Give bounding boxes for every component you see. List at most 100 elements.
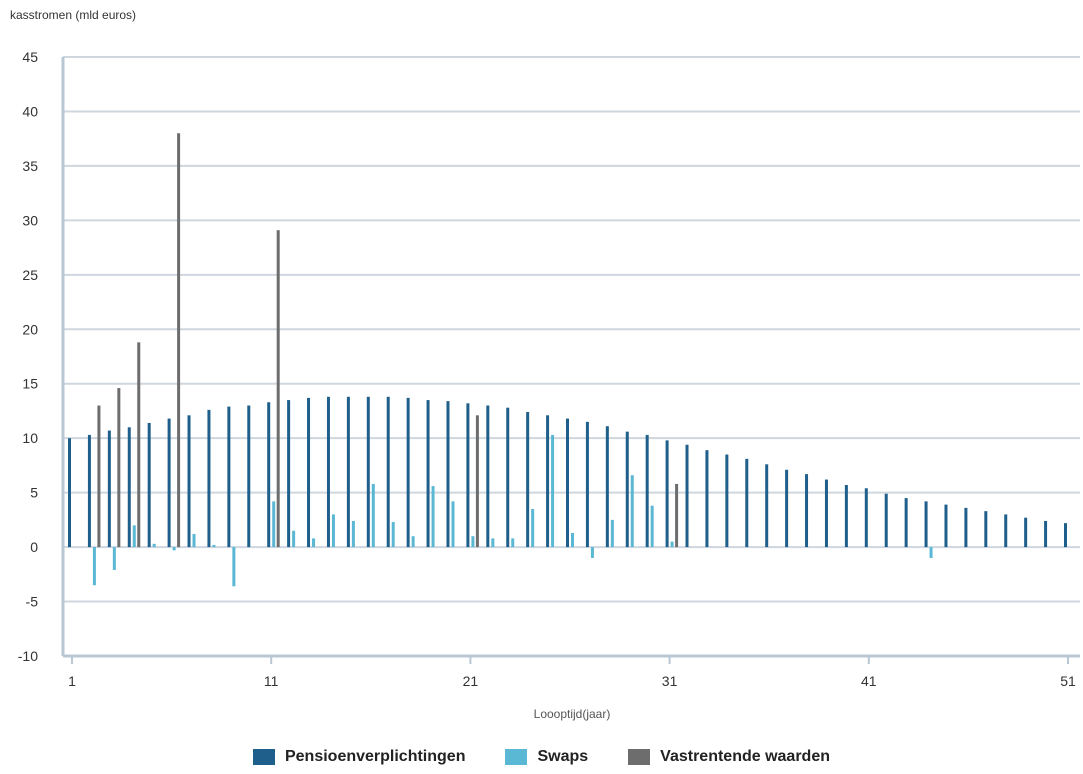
bar-swaps xyxy=(431,486,435,548)
bar-pensioenverplichtingen xyxy=(864,488,868,548)
bar-pensioenverplichtingen xyxy=(346,396,350,548)
bar-pensioenverplichtingen xyxy=(645,434,649,548)
bar-swaps xyxy=(351,520,355,548)
bar-pensioenverplichtingen xyxy=(884,493,888,548)
bar-pensioenverplichtingen xyxy=(745,458,749,548)
legend-item: Pensioenverplichtingen xyxy=(252,748,466,766)
axes xyxy=(61,57,1080,658)
y-tick-label: 0 xyxy=(30,539,38,555)
bar-pensioenverplichtingen xyxy=(426,400,430,548)
bar-pensioenverplichtingen xyxy=(585,421,589,548)
bar-pensioenverplichtingen xyxy=(625,431,629,548)
x-tick-label: 31 xyxy=(662,673,678,689)
y-tick-labels: -10 -5 0 5 10 15 20 25 30 35 40 45 xyxy=(18,49,38,664)
bar-swaps xyxy=(590,547,594,558)
bar-swaps xyxy=(212,544,216,548)
bar-pensioenverplichtingen xyxy=(167,418,171,548)
bar-pensioenverplichtingen xyxy=(307,397,311,548)
bar-swaps xyxy=(172,547,176,551)
legend-label: Swaps xyxy=(537,748,589,765)
bar-swaps xyxy=(272,501,276,548)
bar-swaps xyxy=(471,536,475,548)
bar-swaps xyxy=(331,514,335,548)
bar-pensioenverplichtingen xyxy=(446,401,450,548)
bar-pensioenverplichtingen xyxy=(1004,514,1008,548)
x-tick-label: 11 xyxy=(264,673,279,689)
bar-pensioenverplichtingen xyxy=(605,426,609,548)
bar-swaps xyxy=(571,532,574,548)
bar-vastrentende-waarden xyxy=(675,483,679,548)
bar-swaps xyxy=(670,541,674,548)
bar-pensioenverplichtingen xyxy=(247,405,251,548)
bar-pensioenverplichtingen xyxy=(1044,520,1048,548)
bar-pensioenverplichtingen xyxy=(1024,517,1028,548)
y-tick-label: 40 xyxy=(22,103,38,119)
bar-pensioenverplichtingen xyxy=(526,412,530,548)
y-tick-label: 10 xyxy=(22,430,38,446)
bar-pensioenverplichtingen xyxy=(725,454,729,548)
legend: Pensioenverplichtingen Swaps Vastrentende … xyxy=(0,748,1083,766)
bar-vastrentende-waarden xyxy=(137,342,141,548)
bar-swaps xyxy=(491,538,495,548)
bar-pensioenverplichtingen xyxy=(824,479,828,548)
bar-vastrentende-waarden xyxy=(475,415,479,548)
y-tick-label: 35 xyxy=(22,158,38,174)
bar-pensioenverplichtingen xyxy=(785,469,789,548)
bar-swaps xyxy=(630,475,634,548)
bar-swaps xyxy=(610,519,614,548)
x-tick-label: 51 xyxy=(1060,673,1076,689)
x-tick-label: 21 xyxy=(463,673,479,689)
bar-swaps xyxy=(451,501,455,548)
bar-pensioenverplichtingen xyxy=(685,444,689,548)
bar-swaps xyxy=(112,547,116,570)
bar-pensioenverplichtingen xyxy=(944,504,948,548)
bar-swaps xyxy=(511,538,515,548)
bar-pensioenverplichtingen xyxy=(566,418,569,548)
gridlines xyxy=(63,56,1080,657)
bar-swaps xyxy=(92,547,96,586)
bar-pensioenverplichtingen xyxy=(366,396,370,548)
y-tick-label: 30 xyxy=(22,212,38,228)
bar-swaps xyxy=(929,547,933,558)
bar-vastrentende-waarden xyxy=(177,133,181,548)
bar-pensioenverplichtingen xyxy=(147,422,151,548)
y-tick-label: -5 xyxy=(26,594,39,610)
bar-pensioenverplichtingen xyxy=(765,464,769,548)
bar-swaps xyxy=(312,538,316,548)
bar-pensioenverplichtingen xyxy=(326,396,330,548)
bar-vastrentende-waarden xyxy=(97,405,101,548)
bar-swaps xyxy=(650,505,654,548)
y-tick-label: 5 xyxy=(30,485,38,501)
y-tick-label: 25 xyxy=(22,267,38,283)
bar-swaps xyxy=(531,508,535,548)
legend-swatch xyxy=(505,749,528,765)
bar-pensioenverplichtingen xyxy=(127,427,131,548)
bar-pensioenverplichtingen xyxy=(665,440,669,548)
bar-pensioenverplichtingen xyxy=(1064,523,1067,548)
bar-pensioenverplichtingen xyxy=(386,396,390,548)
y-tick-label: -10 xyxy=(18,648,38,664)
bar-swaps xyxy=(411,536,415,548)
bar-pensioenverplichtingen xyxy=(904,498,908,548)
y-axis-title: kasstromen (mld euros) xyxy=(10,8,137,22)
y-tick-label: 20 xyxy=(22,321,38,337)
bar-pensioenverplichtingen xyxy=(406,397,410,548)
legend-item: Vastrentende waarden xyxy=(628,748,830,766)
bar-pensioenverplichtingen xyxy=(107,430,111,548)
bar-swaps xyxy=(391,522,395,548)
bar-pensioenverplichtingen xyxy=(805,474,809,548)
bar-pensioenverplichtingen xyxy=(267,402,271,548)
bar-swaps xyxy=(292,530,296,548)
bar-pensioenverplichtingen xyxy=(207,409,211,548)
bar-pensioenverplichtingen xyxy=(984,511,988,548)
bar-swaps xyxy=(551,434,555,548)
bar-pensioenverplichtingen xyxy=(705,450,709,548)
x-axis-title: Loooptijd(jaar) xyxy=(534,707,611,721)
bar-pensioenverplichtingen xyxy=(546,415,550,548)
bar-pensioenverplichtingen xyxy=(924,501,928,548)
bars xyxy=(68,133,1067,587)
bar-pensioenverplichtingen xyxy=(486,405,490,548)
legend-label: Pensioenverplichtingen xyxy=(284,748,466,765)
y-tick-label: 15 xyxy=(22,376,38,392)
